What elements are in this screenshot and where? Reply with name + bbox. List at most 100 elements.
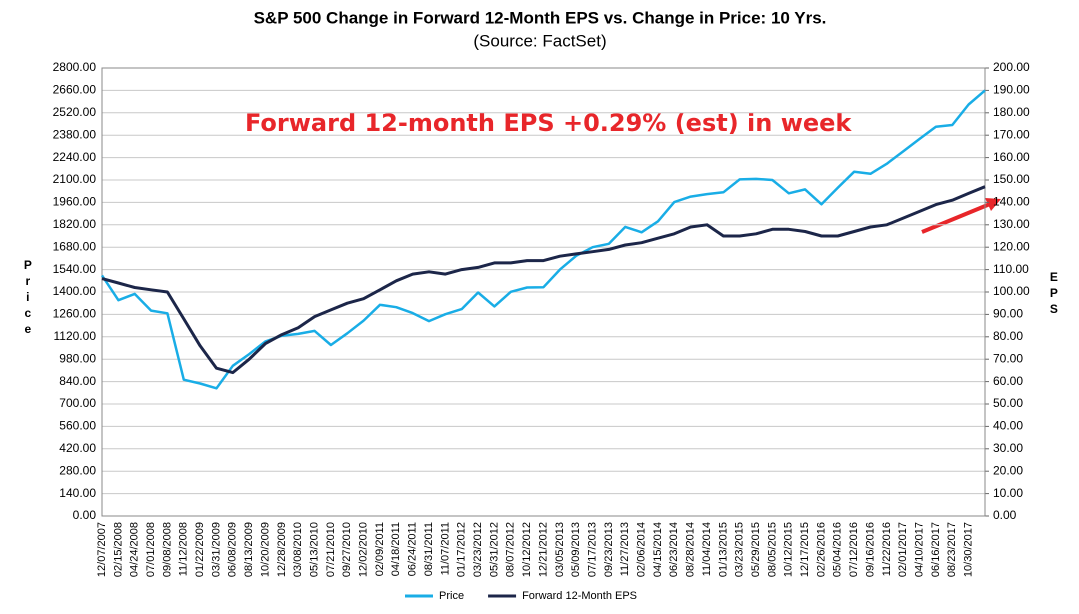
y-tick-label: 1260.00 xyxy=(53,307,97,321)
x-tick-label: 07/17/2013 xyxy=(586,522,598,577)
y2-tick-label: 130.00 xyxy=(993,217,1030,231)
y-tick-label: 1540.00 xyxy=(53,262,97,276)
y2-tick-label: 140.00 xyxy=(993,195,1030,209)
x-tick-label: 08/23/2017 xyxy=(946,522,958,577)
x-tick-label: 01/17/2012 xyxy=(456,522,468,577)
x-tick-label: 10/30/2017 xyxy=(963,522,975,577)
x-tick-label: 04/10/2017 xyxy=(913,522,925,577)
x-tick-label: 06/08/2009 xyxy=(227,522,239,577)
x-tick-label: 08/13/2009 xyxy=(243,522,255,577)
x-tick-label: 12/07/2007 xyxy=(96,522,108,577)
y-tick-label: 1960.00 xyxy=(53,195,97,209)
x-tick-label: 04/18/2011 xyxy=(390,522,402,576)
y-tick-label: 700.00 xyxy=(59,396,96,410)
x-tick-label: 10/12/2015 xyxy=(783,522,795,577)
x-tick-label: 01/13/2015 xyxy=(717,522,729,577)
x-tick-label: 05/31/2012 xyxy=(488,522,500,577)
chart-title: S&P 500 Change in Forward 12-Month EPS v… xyxy=(254,8,827,27)
y-tick-label: 2800.00 xyxy=(53,60,97,74)
chart-subtitle: (Source: FactSet) xyxy=(473,31,606,50)
y2-tick-label: 10.00 xyxy=(993,486,1023,500)
x-tick-label: 11/22/2016 xyxy=(881,522,893,576)
y-tick-label: 1820.00 xyxy=(53,217,97,231)
y-axis-title: Price xyxy=(21,258,35,338)
x-tick-label: 02/06/2014 xyxy=(636,522,648,577)
x-tick-label: 11/12/2008 xyxy=(178,522,190,576)
x-tick-label: 06/23/2014 xyxy=(668,522,680,577)
x-tick-label: 11/07/2011 xyxy=(439,522,451,575)
x-tick-label: 05/13/2010 xyxy=(308,522,320,577)
x-tick-label: 07/12/2016 xyxy=(848,522,860,577)
y2-tick-label: 120.00 xyxy=(993,239,1030,253)
x-tick-label: 10/12/2012 xyxy=(521,522,533,577)
x-tick-label: 08/07/2012 xyxy=(505,522,517,577)
x-tick-label: 03/05/2013 xyxy=(554,522,566,577)
y2-tick-label: 0.00 xyxy=(993,508,1017,522)
series-line xyxy=(100,89,986,390)
plot-border xyxy=(101,67,986,517)
x-tick-label: 05/04/2016 xyxy=(832,522,844,577)
y-tick-label: 2100.00 xyxy=(53,172,97,186)
x-tick-label: 09/23/2013 xyxy=(603,522,615,577)
y-tick-label: 2660.00 xyxy=(53,83,97,97)
y-tick-label: 1680.00 xyxy=(53,239,97,253)
y-tick-label: 2240.00 xyxy=(53,150,97,164)
x-tick-label: 08/05/2015 xyxy=(766,522,778,577)
x-tick-label: 03/08/2010 xyxy=(292,522,304,577)
x-tick-label: 07/21/2010 xyxy=(325,522,337,577)
x-tick-label: 05/29/2015 xyxy=(750,522,762,577)
x-tick-label: 02/15/2008 xyxy=(112,522,124,577)
x-tick-label: 09/27/2010 xyxy=(341,522,353,577)
y2-tick-label: 80.00 xyxy=(993,329,1023,343)
x-tick-label: 12/21/2012 xyxy=(537,522,549,577)
x-tick-label: 02/26/2016 xyxy=(815,522,827,577)
y-tick-label: 0.00 xyxy=(73,508,97,522)
x-tick-label: 03/23/2012 xyxy=(472,522,484,577)
y2-tick-label: 150.00 xyxy=(993,172,1030,186)
x-tick-label: 09/08/2008 xyxy=(161,522,173,577)
y-tick-label: 1400.00 xyxy=(53,284,97,298)
y2-tick-label: 200.00 xyxy=(993,60,1030,74)
annotation: Forward 12-month EPS +0.29% (est) in wee… xyxy=(245,109,852,137)
x-tick-label: 10/20/2009 xyxy=(259,522,271,577)
x-tick-label: 03/31/2009 xyxy=(210,522,222,577)
y-tick-label: 560.00 xyxy=(59,419,96,433)
y2-tick-label: 20.00 xyxy=(993,463,1023,477)
x-tick-label: 08/28/2014 xyxy=(685,522,697,577)
x-tick-label: 06/16/2017 xyxy=(930,522,942,577)
x-tick-label: 03/23/2015 xyxy=(734,522,746,577)
x-tick-label: 01/22/2009 xyxy=(194,522,206,577)
y2-tick-label: 180.00 xyxy=(993,105,1030,119)
x-tick-label: 02/09/2011 xyxy=(374,522,386,576)
y2-tick-label: 50.00 xyxy=(993,396,1023,410)
x-tick-label: 05/09/2013 xyxy=(570,522,582,577)
x-tick-label: 02/01/2017 xyxy=(897,522,909,577)
y2-axis-title: EPS xyxy=(1047,270,1061,318)
y-tick-label: 840.00 xyxy=(59,374,96,388)
arrow xyxy=(921,198,1001,234)
y2-tick-label: 60.00 xyxy=(993,374,1023,388)
x-tick-label: 12/28/2009 xyxy=(276,522,288,577)
y2-tick-label: 70.00 xyxy=(993,351,1023,365)
y2-tick-label: 190.00 xyxy=(993,83,1030,97)
y-tick-label: 140.00 xyxy=(59,486,96,500)
y2-tick-label: 90.00 xyxy=(993,307,1023,321)
x-tick-label: 12/17/2015 xyxy=(799,522,811,577)
y-tick-label: 420.00 xyxy=(59,441,96,455)
x-tick-label: 12/02/2010 xyxy=(358,522,370,577)
y2-tick-label: 100.00 xyxy=(993,284,1030,298)
x-tick-label: 09/16/2016 xyxy=(864,522,876,577)
x-tick-label: 06/24/2011 xyxy=(407,522,419,576)
legend-label: Price xyxy=(439,590,464,602)
x-tick-label: 08/31/2011 xyxy=(423,522,435,576)
legend-label: Forward 12-Month EPS xyxy=(522,590,637,602)
y-tick-label: 2520.00 xyxy=(53,105,97,119)
x-tick-label: 04/15/2014 xyxy=(652,522,664,577)
series-line xyxy=(101,185,986,375)
y-tick-label: 1120.00 xyxy=(54,329,97,343)
x-tick-label: 11/27/2013 xyxy=(619,522,631,576)
y-tick-label: 280.00 xyxy=(59,463,96,477)
y2-tick-label: 170.00 xyxy=(993,127,1030,141)
x-tick-label: 07/01/2008 xyxy=(145,522,157,577)
